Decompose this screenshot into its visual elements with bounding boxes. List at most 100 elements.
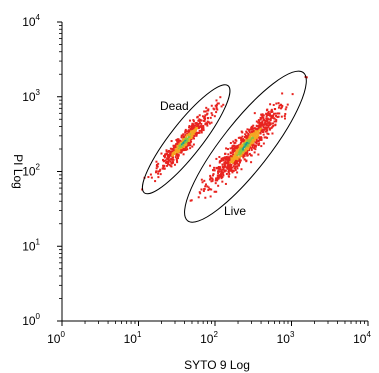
- data-point-dead: [185, 146, 188, 149]
- data-point-live: [236, 159, 239, 162]
- gate-label-dead: Dead: [160, 99, 189, 113]
- data-point-dead: [198, 119, 201, 122]
- data-point-dead: [187, 130, 190, 133]
- data-point-live: [275, 114, 278, 117]
- data-point-live: [233, 167, 236, 170]
- data-point-live: [250, 141, 253, 144]
- data-point-live: [215, 190, 218, 193]
- data-point-live: [190, 199, 193, 202]
- data-point-live: [234, 141, 237, 144]
- data-point-dead: [154, 171, 157, 174]
- data-point-live: [251, 139, 254, 142]
- data-point-dead: [193, 129, 196, 132]
- data-point-live: [267, 125, 270, 128]
- data-point-dead: [196, 115, 199, 118]
- data-point-live: [276, 112, 279, 115]
- data-point-live: [239, 159, 242, 162]
- data-point-dead: [191, 122, 194, 125]
- data-point-live: [241, 135, 244, 138]
- data-point-dead: [172, 154, 175, 157]
- data-point-dead: [194, 128, 197, 131]
- data-point-live: [241, 131, 244, 134]
- data-point-live: [222, 171, 225, 174]
- data-point-dead: [189, 133, 192, 136]
- data-point-live: [274, 124, 277, 127]
- data-point-live: [240, 152, 243, 155]
- data-point-live: [240, 147, 243, 150]
- data-point-dead: [178, 150, 181, 153]
- data-point-live: [265, 128, 268, 131]
- data-point-live: [257, 143, 260, 146]
- data-point-live: [254, 148, 257, 151]
- data-point-dead: [200, 128, 203, 131]
- data-point-live: [268, 121, 271, 124]
- data-point-dead: [188, 138, 191, 141]
- x-axis-label: SYTO 9 Log: [184, 358, 250, 372]
- data-point-dead: [205, 113, 208, 116]
- data-point-live: [216, 170, 219, 173]
- data-point-live: [245, 152, 248, 155]
- data-point-dead: [160, 152, 163, 155]
- data-point-live: [235, 146, 238, 149]
- data-point-dead: [205, 122, 208, 125]
- data-point-dead: [167, 155, 170, 158]
- data-point-live: [223, 156, 226, 159]
- data-point-live: [219, 168, 222, 171]
- data-point-dead: [184, 130, 187, 133]
- data-point-live: [249, 146, 252, 149]
- data-point-live: [258, 123, 261, 126]
- gate-dead: [141, 84, 231, 195]
- data-point-dead: [208, 122, 211, 125]
- data-point-live: [244, 148, 247, 151]
- data-point-live: [249, 154, 252, 157]
- data-point-live: [209, 174, 212, 177]
- data-point-live: [268, 127, 271, 130]
- data-point-live: [277, 102, 280, 105]
- data-point-live: [229, 147, 232, 150]
- data-point-live: [274, 112, 277, 115]
- data-point-dead: [181, 140, 184, 143]
- data-point-live: [263, 123, 266, 126]
- data-point-live: [236, 144, 239, 147]
- data-point-dead: [193, 135, 196, 138]
- data-point-live: [263, 136, 266, 139]
- data-point-live: [220, 177, 223, 180]
- data-point-live: [259, 126, 262, 129]
- data-point-dead: [180, 147, 183, 150]
- data-point-dead: [163, 167, 166, 170]
- data-point-live: [242, 156, 245, 159]
- data-point-dead: [200, 119, 203, 122]
- data-point-dead: [186, 144, 189, 147]
- data-point-live: [267, 114, 270, 117]
- data-point-dead: [188, 142, 191, 145]
- data-point-live: [263, 128, 266, 131]
- data-point-live: [230, 169, 233, 172]
- data-point-live: [236, 167, 239, 170]
- data-point-live: [271, 122, 274, 125]
- data-point-dead: [178, 144, 181, 147]
- data-point-live: [231, 161, 234, 164]
- data-point-live: [231, 148, 234, 151]
- data-point-dead: [198, 114, 201, 117]
- data-point-live: [224, 169, 227, 172]
- data-point-dead: [176, 154, 179, 157]
- data-point-live: [243, 139, 246, 142]
- data-point-dead: [212, 107, 215, 110]
- data-point-dead: [203, 119, 206, 122]
- data-point-dead: [158, 170, 161, 173]
- data-point-live: [271, 132, 274, 135]
- data-point-dead: [172, 158, 175, 161]
- data-point-live: [203, 188, 206, 191]
- data-point-live: [263, 126, 266, 129]
- data-point-dead: [183, 140, 186, 143]
- data-point-live: [239, 136, 242, 139]
- data-point-live: [256, 136, 259, 139]
- data-point-live: [226, 162, 229, 165]
- data-point-live: [213, 166, 216, 169]
- data-point-live: [235, 159, 238, 162]
- data-point-live: [224, 182, 227, 185]
- data-point-dead: [214, 104, 217, 107]
- x-tick-labels: 100 101 102 103 104: [47, 330, 371, 346]
- data-point-dead: [222, 103, 225, 106]
- data-point-dead: [187, 129, 190, 132]
